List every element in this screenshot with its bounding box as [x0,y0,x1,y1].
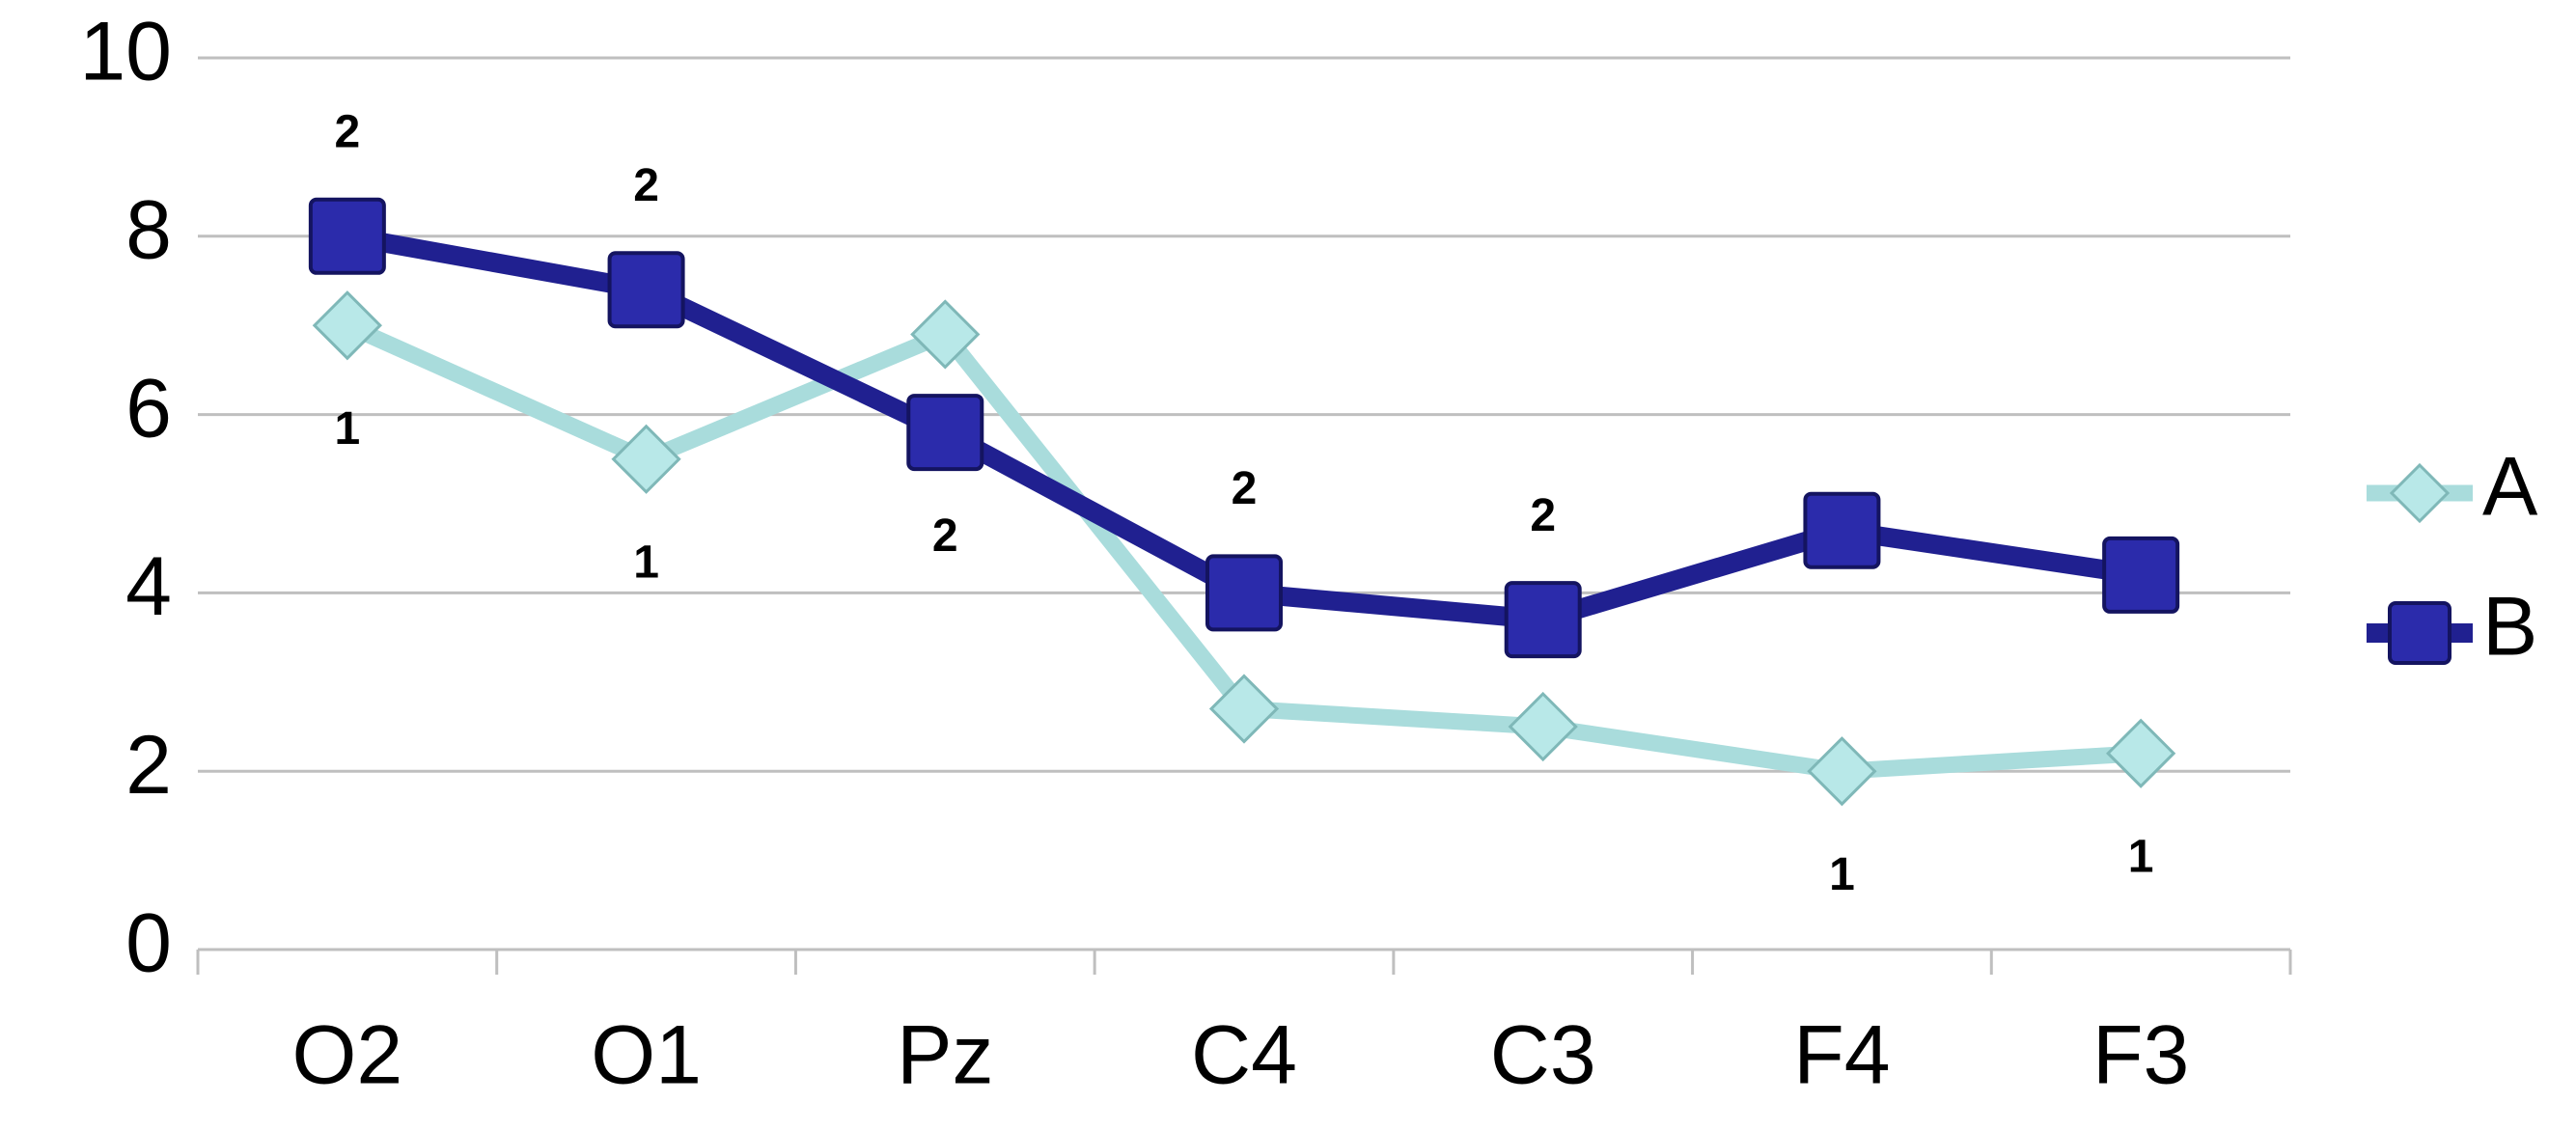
x-tick-label: F4 [1793,1009,1890,1102]
legend-label: A [2482,441,2538,534]
marker-diamond [2106,718,2176,788]
legend-label: B [2482,581,2537,674]
marker-diamond [1807,736,1877,807]
marker-diamond [1208,674,1280,744]
marker-square [1803,491,1881,569]
x-tick-label: O1 [591,1009,702,1102]
x-tick-label: Pz [897,1009,993,1102]
point-label: 2 [1530,490,1556,541]
legend-marker [2388,601,2451,665]
marker-diamond [910,299,981,370]
point-label: 2 [1232,463,1258,514]
y-tick-label: 4 [125,540,172,633]
marker-square [308,197,386,275]
marker-square [607,251,685,329]
point-label: 2 [932,510,958,562]
marker-square [906,394,984,472]
marker-square [2102,536,2180,614]
x-tick-label: F3 [2092,1009,2189,1102]
point-label: 1 [2128,831,2154,882]
point-label: 1 [335,403,361,455]
y-tick-label: 8 [125,184,172,277]
x-tick-label: C4 [1191,1009,1297,1102]
marker-diamond [611,424,681,494]
point-label: 1 [1829,849,1855,900]
y-tick-label: 6 [125,362,172,455]
marker-square [1504,581,1582,659]
legend-marker [2389,462,2451,524]
marker-diamond [312,290,382,361]
marker-diamond [1508,691,1578,762]
y-tick-label: 10 [79,6,172,98]
x-tick-label: O2 [291,1009,402,1102]
point-label: 1 [633,537,659,588]
x-tick-label: C3 [1490,1009,1596,1102]
y-tick-label: 2 [125,719,172,812]
point-label: 2 [335,106,361,157]
marker-square [1205,554,1283,632]
y-tick-label: 0 [125,897,172,990]
point-label: 2 [633,160,659,211]
